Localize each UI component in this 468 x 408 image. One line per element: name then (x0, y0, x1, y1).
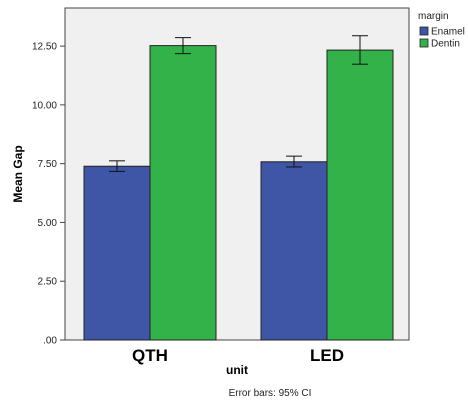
legend-title: margin (418, 11, 449, 22)
bar-dentin-qth (149, 45, 217, 341)
bar-dentin-led (326, 49, 394, 341)
y-tick-label: 7.50 (38, 159, 58, 170)
x-axis-labels: QTH LED (132, 346, 344, 365)
legend-swatch-dentin (419, 38, 429, 48)
legend-swatch-enamel (419, 26, 429, 36)
y-tick-label: 10.00 (32, 100, 57, 111)
legend-label-dentin: Dentin (431, 39, 460, 50)
y-tick-label: 2.50 (38, 277, 58, 288)
x-axis-title: unit (226, 363, 248, 377)
error-bars (109, 35, 368, 172)
bar-enamel-qth (83, 165, 151, 341)
y-tick-label: 12.50 (32, 42, 57, 53)
footnote: Error bars: 95% CI (229, 388, 312, 399)
y-axis: .00 2.50 5.00 7.50 10.00 12.50 (32, 42, 65, 347)
legend-label-enamel: Enamel (431, 27, 465, 38)
bar-enamel-led (260, 161, 328, 341)
category-label-led: LED (310, 346, 344, 365)
y-tick-label: .00 (43, 336, 57, 347)
category-label-qth: QTH (132, 346, 168, 365)
y-tick-label: 5.00 (38, 218, 58, 229)
y-axis-title: Mean Gap (11, 145, 25, 202)
